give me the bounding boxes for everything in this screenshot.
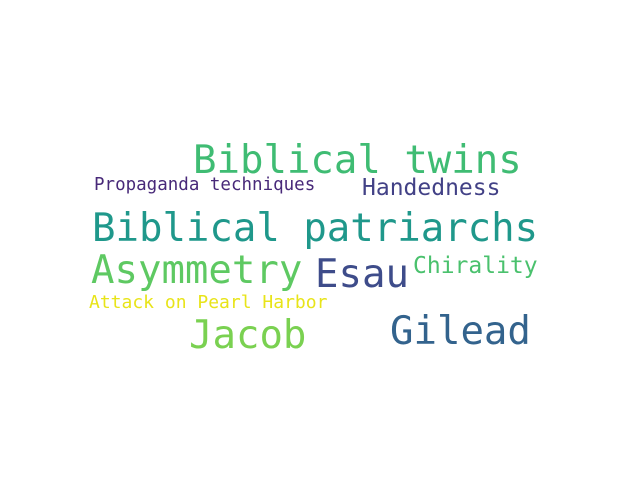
word-gilead: Gilead (390, 309, 531, 354)
word-handedness: Handedness (362, 175, 501, 201)
word-biblical-twins: Biblical twins (193, 138, 522, 183)
word-esau: Esau (315, 252, 409, 297)
word-attack-on-pearl-harbor: Attack on Pearl Harbor (89, 292, 328, 313)
word-asymmetry: Asymmetry (91, 248, 303, 293)
word-biblical-patriarchs: Biblical patriarchs (92, 206, 539, 251)
word-propaganda-techniques: Propaganda techniques (94, 175, 316, 195)
word-jacob: Jacob (189, 313, 307, 358)
word-chirality: Chirality (413, 253, 538, 279)
